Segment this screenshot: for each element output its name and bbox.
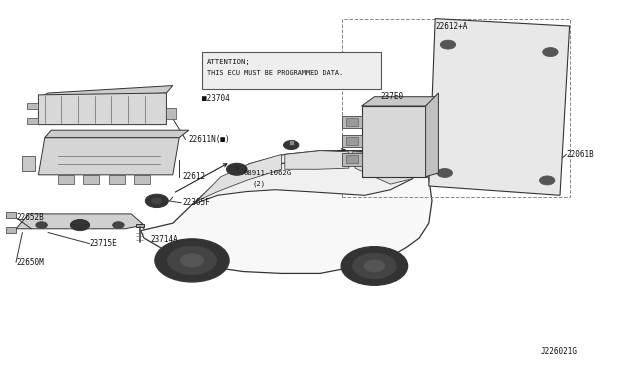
- Bar: [342, 135, 362, 147]
- Polygon shape: [426, 93, 438, 177]
- Circle shape: [364, 260, 385, 272]
- Circle shape: [155, 239, 229, 282]
- Polygon shape: [285, 151, 349, 169]
- Bar: [6, 227, 16, 232]
- Circle shape: [437, 169, 452, 177]
- Text: 237E0: 237E0: [381, 92, 404, 101]
- Polygon shape: [16, 214, 144, 229]
- Text: 22612: 22612: [182, 172, 205, 181]
- Bar: [22, 156, 35, 171]
- Polygon shape: [38, 86, 173, 99]
- Polygon shape: [141, 151, 432, 273]
- Bar: [346, 137, 358, 145]
- Bar: [342, 153, 362, 166]
- Bar: [342, 19, 570, 197]
- Circle shape: [168, 246, 216, 275]
- Text: 22650M: 22650M: [16, 258, 44, 267]
- Circle shape: [74, 222, 86, 228]
- Text: 22061B: 22061B: [566, 150, 594, 159]
- Bar: [346, 155, 358, 163]
- Text: N: N: [234, 166, 239, 171]
- Circle shape: [180, 254, 204, 267]
- Polygon shape: [195, 154, 282, 203]
- Text: 23714A: 23714A: [150, 235, 178, 244]
- Text: ATTENTION;: ATTENTION;: [207, 59, 250, 65]
- Circle shape: [145, 194, 168, 208]
- Bar: [166, 108, 176, 119]
- Circle shape: [70, 219, 90, 231]
- Bar: [109, 175, 125, 184]
- Text: 22652B: 22652B: [16, 213, 44, 222]
- Bar: [27, 103, 38, 109]
- Bar: [342, 116, 362, 128]
- Text: ■23704: ■23704: [202, 94, 229, 103]
- Text: THIS ECU MUST BE PROGRAMMED DATA.: THIS ECU MUST BE PROGRAMMED DATA.: [207, 70, 343, 76]
- Text: 23715E: 23715E: [90, 239, 117, 248]
- Bar: [362, 106, 426, 177]
- Bar: [346, 118, 358, 126]
- Circle shape: [284, 141, 299, 150]
- Polygon shape: [362, 97, 438, 106]
- Polygon shape: [38, 93, 166, 125]
- Bar: [134, 175, 150, 184]
- Circle shape: [113, 222, 124, 228]
- Circle shape: [540, 176, 555, 185]
- Bar: [289, 140, 294, 145]
- Circle shape: [353, 253, 396, 279]
- Circle shape: [76, 222, 84, 228]
- Polygon shape: [192, 151, 413, 205]
- Bar: [58, 175, 74, 184]
- Circle shape: [36, 222, 47, 228]
- Bar: [27, 118, 38, 124]
- Circle shape: [227, 163, 247, 175]
- Circle shape: [543, 48, 558, 57]
- Bar: [6, 212, 16, 218]
- Polygon shape: [38, 138, 179, 175]
- Text: (2): (2): [253, 181, 266, 187]
- Bar: [202, 52, 381, 89]
- Text: 22611N(■): 22611N(■): [189, 135, 230, 144]
- Bar: [83, 175, 99, 184]
- Polygon shape: [45, 130, 189, 138]
- Text: 22612+A: 22612+A: [435, 22, 468, 31]
- Circle shape: [341, 247, 408, 285]
- Polygon shape: [429, 19, 570, 195]
- Polygon shape: [352, 152, 413, 184]
- Circle shape: [152, 198, 162, 204]
- Bar: [136, 224, 144, 227]
- Text: 22365F: 22365F: [182, 198, 210, 207]
- Circle shape: [440, 40, 456, 49]
- Text: J226021G: J226021G: [541, 347, 578, 356]
- Text: 08911-1062G: 08911-1062G: [243, 170, 291, 176]
